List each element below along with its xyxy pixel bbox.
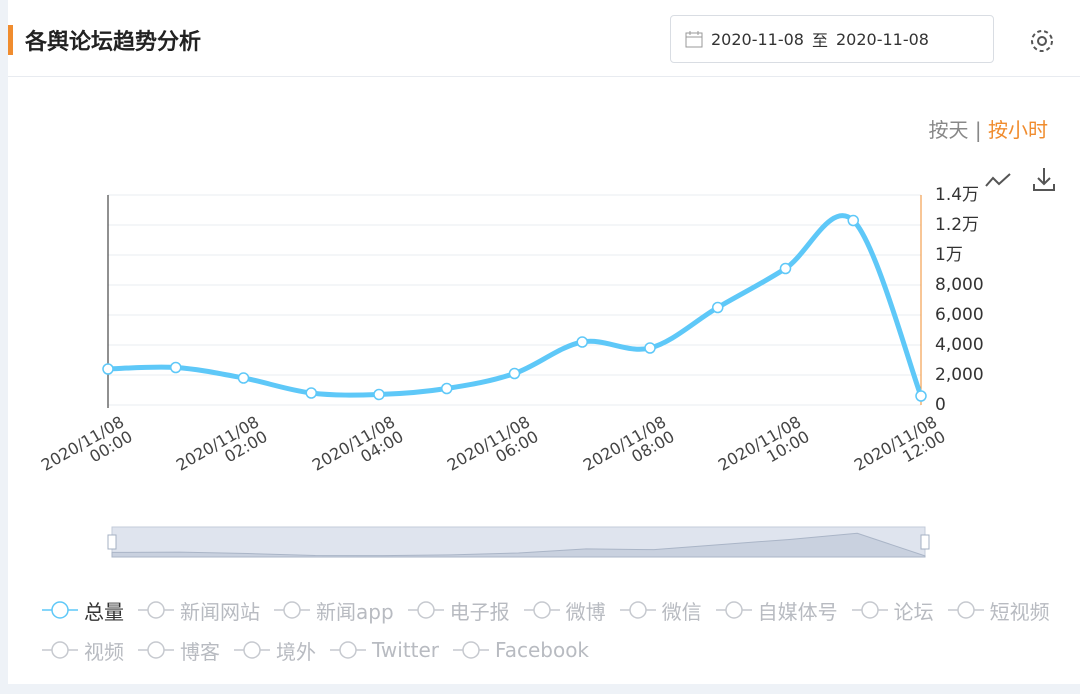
zoom-preview [111,532,926,558]
data-point [847,214,859,227]
toggle-day[interactable]: 按天 [928,118,969,142]
legend-symbol [947,601,984,619]
line-type-icon[interactable] [985,173,1011,187]
legend-symbol [138,601,174,619]
legend-item[interactable]: 总量 [42,596,124,624]
legend-label: 论坛 [893,599,934,624]
date-picker[interactable]: 2020-11-08 至 2020-11-08 [670,15,994,63]
legend-label: 电子报 [449,599,510,624]
date-separator: 至 [811,31,828,50]
download-icon[interactable] [1033,168,1055,191]
legend-item[interactable]: 视频 [42,636,124,664]
legend-item[interactable]: 论坛 [851,596,934,624]
legend-item[interactable]: Facebook [453,636,589,664]
y-tick-label: 4,000 [935,335,984,355]
data-point [441,382,453,395]
data-point [102,363,114,375]
legend-symbol [42,641,78,659]
legend-symbol [619,601,656,619]
legend-symbol [407,601,444,619]
legend-label: 微博 [565,599,606,624]
y-tick-label: 0 [935,395,946,415]
toggle-separator: | [974,118,982,142]
legend-label: 境外 [276,639,316,664]
legend-symbol [715,601,752,619]
date-start: 2020-11-08 [711,29,804,49]
legend-label: 新闻app [316,599,394,624]
data-point [237,372,250,384]
data-point [644,342,656,354]
legend-symbol [42,601,78,619]
legend-item[interactable]: 自媒体号 [715,596,838,624]
calendar-icon [685,31,703,48]
data-point [305,387,317,399]
legend-symbol [330,641,366,659]
y-tick-label: 6,000 [935,305,984,325]
zoom-handle [107,534,117,550]
legend-symbol [453,641,490,659]
y-tick-label: 2,000 [935,365,984,385]
settings-icon[interactable] [1028,27,1056,55]
legend-item[interactable]: 博客 [138,636,220,664]
legend-label: 新闻网站 [180,599,260,624]
legend-label: 短视频 [989,599,1050,624]
data-point [576,336,588,348]
legend-label: 总量 [84,599,124,624]
legend-label: Twitter [372,638,440,662]
legend: 总量 新闻网站 新闻app 电子报 微博 微信 自媒体号 论坛 短视频视频 博客 境外 Twitter… [42,596,1080,664]
title-accent [8,25,13,55]
data-point [170,361,182,374]
data-point [712,301,724,314]
legend-symbol [851,601,888,619]
legend-label: 博客 [180,639,220,664]
legend-item[interactable]: 微信 [619,596,702,624]
legend-item[interactable]: Twitter [330,636,439,664]
y-tick-label: 1.2万 [935,215,979,235]
zoom-handle [920,534,930,550]
legend-item[interactable]: 新闻app [274,596,394,624]
data-point [373,388,385,401]
legend-item[interactable]: 新闻网站 [138,596,260,624]
data-point [508,367,521,380]
legend-item[interactable]: 电子报 [407,596,510,624]
legend-symbol [234,641,270,659]
date-end: 2020-11-08 [836,29,929,49]
legend-item[interactable]: 短视频 [947,596,1050,624]
granularity-toggle: 按天 | 按小时 [929,114,1048,143]
y-tick-label: 1万 [935,245,963,265]
data-point [915,390,927,402]
header-divider [8,76,1080,77]
page-title: 各舆论坛趋势分析 [25,30,202,55]
data-point [779,262,792,275]
legend-symbol [138,641,174,659]
legend-item[interactable]: 微博 [523,596,606,624]
legend-label: 自媒体号 [757,599,838,624]
legend-symbol [274,601,310,619]
toggle-hour[interactable]: 按小时 [988,118,1048,142]
legend-label: Facebook [495,638,590,662]
legend-symbol [523,601,560,619]
legend-item[interactable]: 境外 [234,636,316,664]
legend-label: 视频 [84,639,124,664]
y-tick-label: 8,000 [935,275,984,295]
y-tick-label: 1.4万 [935,185,979,205]
legend-label: 微信 [661,599,702,624]
